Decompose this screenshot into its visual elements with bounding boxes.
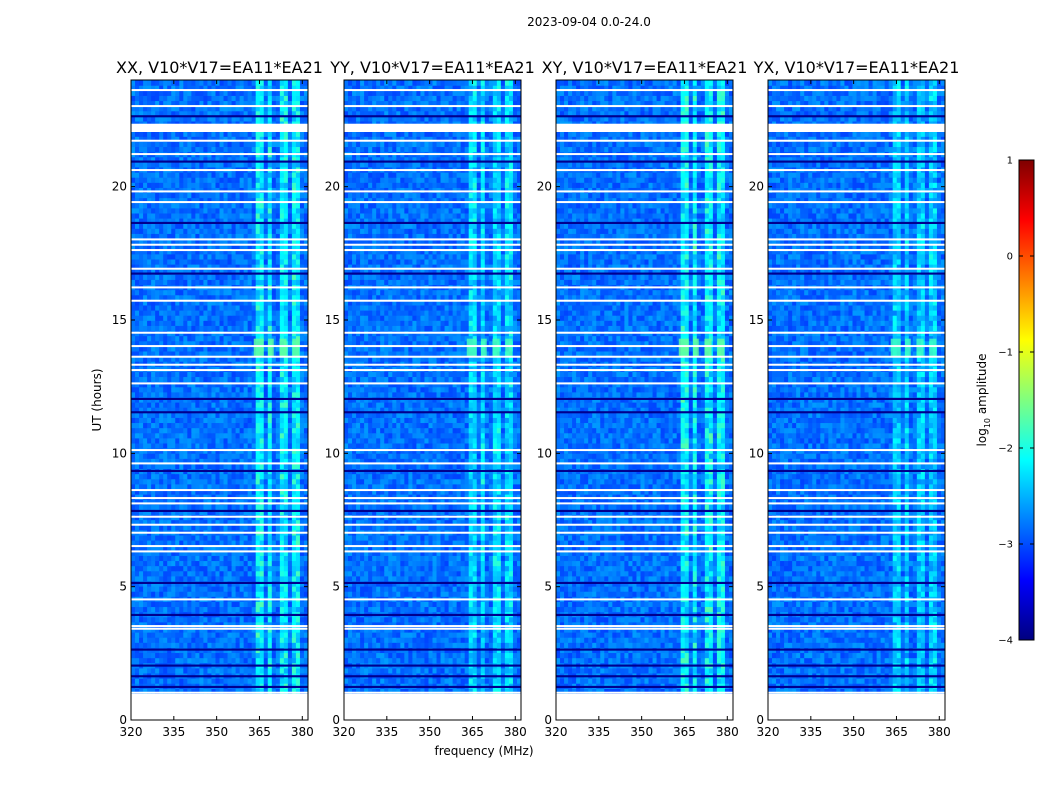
colorbar-label-sub: 10 xyxy=(983,418,992,428)
x-tick-label: 365 xyxy=(248,725,271,739)
colorbar: 10−1−2−3−4 log10 amplitude xyxy=(975,156,1035,647)
x-tick-label: 335 xyxy=(375,725,398,739)
x-tick-label: 380 xyxy=(928,725,951,739)
x-tick-label: 320 xyxy=(545,725,568,739)
colorbar-tick-label: −3 xyxy=(998,540,1013,551)
y-tick-label: 0 xyxy=(544,713,552,727)
y-tick-label: 0 xyxy=(332,713,340,727)
colorbar-tick-label: −1 xyxy=(998,348,1013,359)
y-tick-label: 15 xyxy=(537,313,552,327)
x-tick-label: 335 xyxy=(799,725,822,739)
colorbar-label-main: log xyxy=(975,428,989,446)
panel-title: XY, V10*V17=EA11*EA21 xyxy=(542,58,748,77)
x-tick-label: 350 xyxy=(630,725,653,739)
colorbar-label: log10 amplitude xyxy=(975,354,992,447)
y-tick-label: 5 xyxy=(756,580,764,594)
x-tick-label: 320 xyxy=(333,725,356,739)
y-tick-label: 5 xyxy=(119,580,127,594)
y-tick-label: 20 xyxy=(749,180,764,194)
x-tick-label: 320 xyxy=(757,725,780,739)
x-tick-label: 350 xyxy=(205,725,228,739)
y-tick-label: 15 xyxy=(325,313,340,327)
y-tick-label: 0 xyxy=(119,713,127,727)
spectrogram-1 xyxy=(131,80,308,720)
x-tick-label: 320 xyxy=(120,725,143,739)
spectrogram-3 xyxy=(556,80,733,720)
x-tick-label: 365 xyxy=(885,725,908,739)
x-tick-label: 335 xyxy=(587,725,610,739)
panel-frame xyxy=(130,79,309,721)
x-axis-label: frequency (MHz) xyxy=(434,744,533,758)
panel-2: YY, V10*V17=EA11*EA21 320 335 350 365 380 0 5 10… xyxy=(325,58,535,739)
colorbar-label-tail: amplitude xyxy=(975,354,989,418)
x-tick-label: 380 xyxy=(291,725,314,739)
y-tick-label: 10 xyxy=(112,446,127,460)
panel-frame xyxy=(555,79,734,721)
y-tick-label: 10 xyxy=(749,446,764,460)
panel-title: XX, V10*V17=EA11*EA21 xyxy=(116,58,323,77)
y-tick-label: 0 xyxy=(756,713,764,727)
colorbar-gradient xyxy=(1018,159,1035,641)
colorbar-tick-label: −4 xyxy=(998,636,1013,647)
y-tick-label: 10 xyxy=(537,446,552,460)
x-tick-label: 335 xyxy=(162,725,185,739)
y-tick-label: 5 xyxy=(544,580,552,594)
panel-title: YX, V10*V17=EA11*EA21 xyxy=(753,58,960,77)
y-tick-label: 20 xyxy=(325,180,340,194)
spectrogram-4 xyxy=(768,80,945,720)
y-tick-label: 5 xyxy=(332,580,340,594)
x-tick-label: 365 xyxy=(673,725,696,739)
colorbar-tick-label: 0 xyxy=(1007,252,1013,263)
colorbar-tick-label: −2 xyxy=(998,444,1013,455)
y-tick-label: 20 xyxy=(112,180,127,194)
y-axis-label: UT (hours) xyxy=(90,368,104,431)
x-tick-label: 380 xyxy=(504,725,527,739)
panel-title: YY, V10*V17=EA11*EA21 xyxy=(329,58,535,77)
x-tick-label: 350 xyxy=(418,725,441,739)
x-tick-label: 365 xyxy=(461,725,484,739)
y-tick-label: 15 xyxy=(749,313,764,327)
figure-suptitle: 2023-09-04 0.0-24.0 xyxy=(527,15,651,29)
x-tick-label: 350 xyxy=(842,725,865,739)
y-tick-label: 15 xyxy=(112,313,127,327)
spectrogram-2 xyxy=(344,80,521,720)
colorbar-tick-label: 1 xyxy=(1007,156,1013,167)
y-tick-label: 20 xyxy=(537,180,552,194)
x-tick-label: 380 xyxy=(716,725,739,739)
panel-3: XY, V10*V17=EA11*EA21 320 335 350 365 380 0 5 10… xyxy=(537,58,748,739)
panel-1: XX, V10*V17=EA11*EA21 320 335 350 365 380 0 5 10… xyxy=(112,58,323,739)
panel-frame xyxy=(767,79,946,721)
panel-frame xyxy=(343,79,522,721)
y-tick-label: 10 xyxy=(325,446,340,460)
panel-4: YX, V10*V17=EA11*EA21 320 335 350 365 380 0 5 10… xyxy=(749,58,960,739)
